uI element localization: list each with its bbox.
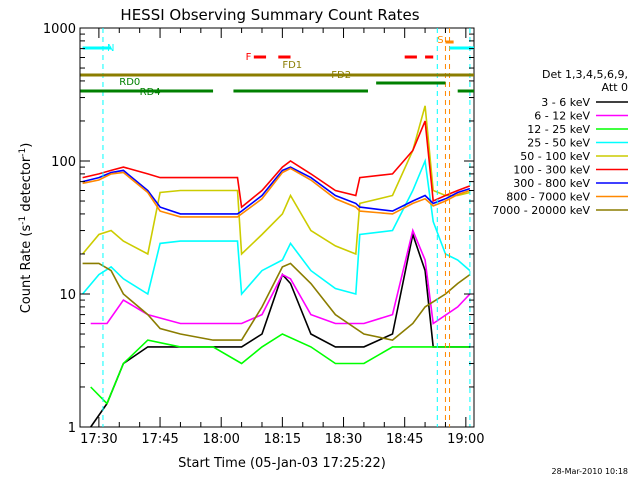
x-tick-label-6: 19:00: [447, 432, 484, 447]
y-tick-label-2: 100: [51, 155, 76, 170]
legend-label-6: 300 - 800 keV: [513, 177, 590, 190]
flag-label-fd1: FD1: [282, 60, 302, 71]
series-line-6: [82, 166, 471, 215]
y-axis-label: Count Rate (s-1 detector-1): [18, 143, 34, 314]
footer-date: 28-Mar-2010 10:18: [552, 467, 629, 476]
plot-frame: [79, 27, 475, 428]
x-tick-label-5: 18:45: [386, 432, 423, 447]
series-line-7: [82, 167, 471, 218]
flag-label-s: S: [437, 35, 443, 46]
legend-label-8: 7000 - 20000 keV: [492, 204, 590, 217]
legend-label-5: 100 - 300 keV: [513, 164, 590, 177]
legend-header-line2: Att 0: [602, 81, 628, 94]
legend-label-7: 800 - 7000 keV: [506, 191, 590, 204]
series-line-0: [90, 231, 470, 428]
x-axis-label: Start Time (05-Jan-03 17:25:22): [178, 456, 386, 471]
legend-label-4: 50 - 100 keV: [520, 150, 590, 163]
flag-label-f: F: [246, 52, 252, 63]
series-line-3: [81, 157, 471, 296]
x-tick-label-3: 18:15: [264, 432, 301, 447]
legend-label-2: 12 - 25 keV: [527, 123, 590, 136]
y-tick-label-0: 1: [68, 421, 76, 436]
flag-label-fd2: FD2: [331, 70, 351, 81]
x-tick-label-4: 18:30: [325, 432, 362, 447]
y-tick-label-3: 1000: [43, 22, 76, 37]
series-line-1: [90, 227, 471, 325]
series-line-4: [81, 105, 471, 256]
flag-label-rd0: RD0: [119, 77, 140, 88]
y-tick-label-1: 10: [59, 288, 76, 303]
legend-label-1: 6 - 12 keV: [534, 110, 590, 123]
legend-label-0: 3 - 6 keV: [541, 96, 590, 109]
flag-label-rd4: RD4: [140, 87, 161, 98]
legend-header-line1: Det 1,3,4,5,6,9,: [542, 68, 628, 81]
x-axis: 17:30 17:45 18:00 18:15 18:30 18:45 19:00: [80, 28, 485, 447]
series-line-2: [90, 333, 470, 406]
x-tick-label-2: 18:00: [202, 432, 239, 447]
data-layer: [81, 105, 471, 428]
legend-label-3: 25 - 50 keV: [527, 137, 590, 150]
flag-label-n: N: [107, 43, 114, 54]
chart-title: HESSI Observing Summary Count Rates: [120, 6, 419, 24]
x-tick-label-0: 17:30: [80, 432, 117, 447]
series-line-5: [82, 120, 471, 209]
x-tick-label-1: 17:45: [141, 432, 178, 447]
series-line-8: [82, 262, 471, 341]
y-axis: 1 10 100 1000: [43, 22, 474, 436]
